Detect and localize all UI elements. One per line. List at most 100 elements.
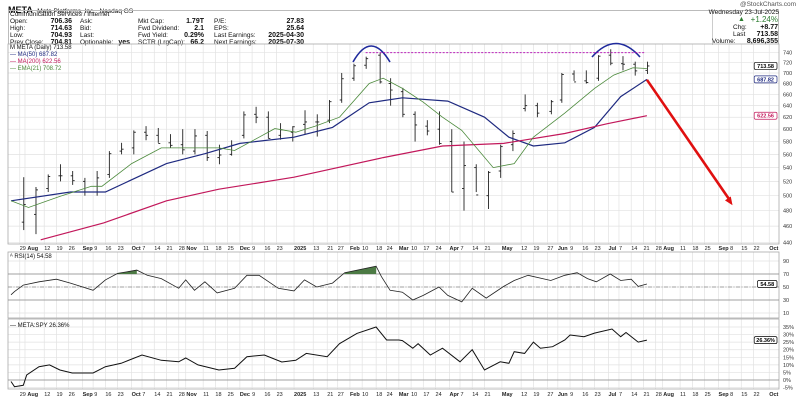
x-tick-label: 18 (692, 246, 698, 252)
volume-value: 8,696,355 (746, 38, 778, 45)
price-tick-label: 700 (783, 71, 792, 77)
x-tick-label: 21 (327, 246, 333, 252)
rsi-tick-label: 50 (783, 285, 789, 291)
ratio-tick-label: 25% (783, 340, 794, 346)
price-tick-label: 600 (783, 127, 792, 133)
x-tick-label: 7 (461, 246, 464, 252)
field-label: Prev Close: (10, 39, 44, 46)
x-tick-label: 22 (753, 246, 759, 252)
x-tick-label: 19 (56, 392, 62, 398)
price-tick-label: 580 (783, 140, 792, 146)
ratio-tick-label: 0% (783, 378, 791, 384)
x-tick-label: Dec (240, 246, 250, 252)
rsi-tick-label: 70 (783, 272, 789, 278)
field-label: P/E: (214, 18, 227, 25)
x-tick-label: 27 (547, 246, 553, 252)
x-tick-label: 21 (167, 246, 173, 252)
x-tick-label: Sep (83, 392, 94, 398)
pct-change: +1.24% (750, 15, 778, 24)
x-tick-label: 21 (643, 246, 649, 252)
x-tick-label: Jun (558, 246, 568, 252)
field-value: 2.1 (194, 25, 204, 32)
x-tick-label: Sep (719, 246, 730, 252)
x-tick-label: 23 (277, 392, 283, 398)
x-tick-label: 9 (570, 246, 573, 252)
x-tick-label: 21 (484, 246, 490, 252)
x-tick-label: 23 (595, 392, 601, 398)
x-tick-label: 16 (105, 246, 111, 252)
downside-arrow (645, 79, 732, 203)
x-tick-label: 2025 (294, 246, 306, 252)
price-tick-label: 500 (783, 194, 792, 200)
rsi-badge: 54.58 (760, 282, 774, 288)
x-tick-label: 24 (387, 392, 393, 398)
x-tick-label: 28 (656, 246, 662, 252)
x-tick-label: 8 (730, 246, 733, 252)
rsi-tick-label: 30 (783, 298, 789, 304)
x-tick-label: 15 (741, 246, 747, 252)
x-tick-label: 13 (313, 246, 319, 252)
x-tick-label: Sep (719, 392, 730, 398)
company-name: Meta Platforms, Inc. (37, 8, 96, 15)
price-legend-title: M META (Daily) 713.58 (10, 45, 72, 51)
ratio-line (10, 326, 648, 388)
x-tick-label: 25 (705, 246, 711, 252)
field-value: 66.2 (190, 39, 204, 46)
chg-label: Chg: (733, 24, 747, 31)
ratio-tick-label: 10% (783, 363, 794, 369)
x-tick-label: 17 (423, 246, 429, 252)
x-tick-label: Aug (27, 246, 38, 252)
x-tick-label: 9 (94, 246, 97, 252)
exchange: Nasdaq GS (99, 8, 134, 15)
x-tick-label: 9 (94, 392, 97, 398)
ma200-line (40, 115, 648, 241)
x-tick-label: 12 (521, 246, 527, 252)
field-label: Optionable: (80, 39, 114, 46)
x-tick-label: 19 (533, 246, 539, 252)
x-tick-label: 22 (753, 392, 759, 398)
x-tick-label: 14 (472, 392, 478, 398)
x-tick-label: 10 (411, 392, 417, 398)
last-value: 713.58 (756, 31, 778, 38)
field-label: Bid: (80, 25, 92, 32)
rsi-icon: ᴬ (10, 254, 13, 260)
x-tick-label: 21 (643, 392, 649, 398)
x-tick-label: Mar (399, 246, 410, 252)
field-label: Open: (10, 18, 28, 25)
x-tick-label: Dec (240, 392, 250, 398)
price-tick-label: 680 (783, 82, 792, 88)
x-tick-label: Oct (769, 392, 778, 398)
x-tick-label: 24 (387, 246, 393, 252)
ratio-badge: 26.36% (756, 338, 775, 344)
ma200-legend: — MA(200) 622.56 (10, 59, 61, 65)
ratio-tick-label: 20% (783, 348, 794, 354)
x-tick-label: 18 (376, 392, 382, 398)
x-tick-label: 24 (436, 392, 442, 398)
x-tick-label: 19 (56, 246, 62, 252)
last-price-badge: 713.58 (757, 64, 774, 70)
x-tick-label: 18 (692, 392, 698, 398)
x-tick-label: 23 (118, 392, 124, 398)
field-label: Next Earnings: (214, 39, 257, 46)
ratio-tick-label: 30% (783, 333, 794, 339)
x-tick-label: 10 (362, 392, 368, 398)
ratio-tick-label: 5% (783, 370, 791, 376)
field-value: 706.36 (50, 18, 72, 25)
gridlines (8, 44, 779, 389)
x-tick-label: 16 (264, 392, 270, 398)
x-tick-label: 16 (582, 246, 588, 252)
x-tick-label: 19 (533, 392, 539, 398)
field-value: 1.79T (186, 18, 204, 25)
x-tick-label: 28 (179, 392, 185, 398)
x-tick-label: 29 (20, 246, 26, 252)
annotations (352, 42, 733, 206)
x-tick-label: 26 (69, 392, 75, 398)
x-tick-label: 8 (730, 392, 733, 398)
field-value: 704.93 (50, 32, 72, 39)
ma200-badge: 622.56 (757, 114, 774, 120)
x-tick-label: 15 (741, 392, 747, 398)
x-tick-label: 16 (105, 392, 111, 398)
x-tick-label: 7 (619, 392, 622, 398)
x-tick-label: 14 (631, 246, 637, 252)
